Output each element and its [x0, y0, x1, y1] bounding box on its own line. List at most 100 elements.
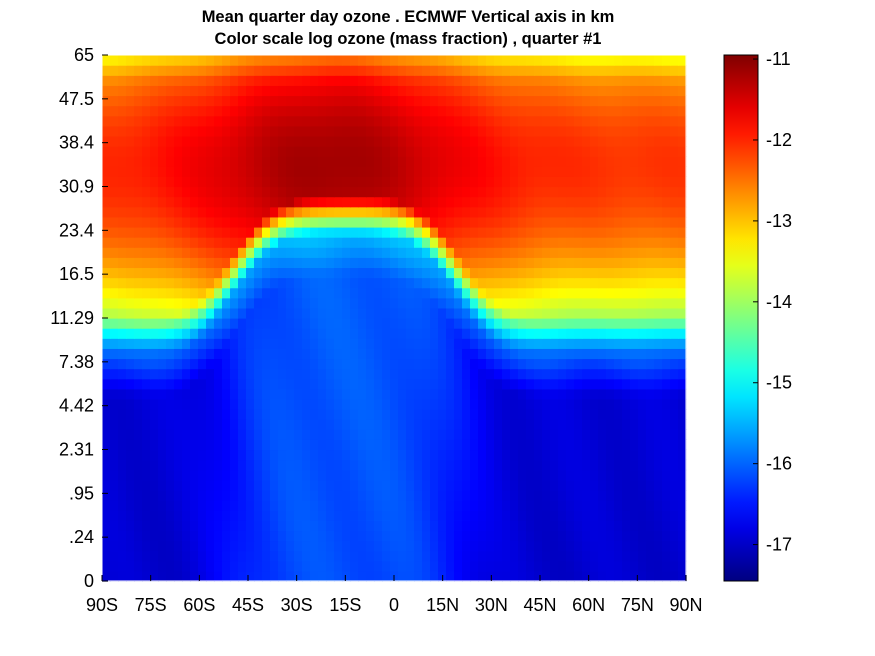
heatmap-cell	[462, 206, 471, 218]
heatmap-cell	[206, 186, 215, 198]
heatmap-cell	[222, 388, 231, 400]
heatmap-cell	[310, 105, 319, 117]
heatmap-cell	[102, 479, 111, 491]
heatmap-cell	[398, 186, 407, 198]
heatmap-cell	[126, 560, 135, 572]
heatmap-cell	[630, 550, 639, 562]
heatmap-cell	[134, 216, 143, 228]
heatmap-cell	[494, 500, 503, 511]
heatmap-cell	[534, 398, 543, 410]
heatmap-cell	[350, 500, 359, 511]
heatmap-cell	[126, 398, 135, 410]
heatmap-cell	[678, 388, 687, 400]
heatmap-cell	[198, 297, 207, 309]
heatmap-cell	[654, 500, 663, 511]
heatmap-cell	[102, 206, 111, 218]
heatmap-cell	[646, 398, 655, 410]
heatmap-cell	[398, 85, 407, 97]
heatmap-cell	[158, 409, 167, 420]
heatmap-cell	[678, 125, 687, 137]
heatmap-cell	[630, 388, 639, 400]
heatmap-cell	[582, 318, 591, 329]
heatmap-cell	[374, 459, 383, 471]
heatmap-cell	[166, 570, 175, 582]
heatmap-cell	[142, 247, 151, 258]
heatmap-cell	[438, 135, 447, 147]
y-tick-label: 30.9	[59, 177, 94, 197]
heatmap-cell	[438, 530, 447, 542]
heatmap-cell	[582, 429, 591, 440]
heatmap-cell	[638, 135, 647, 147]
heatmap-cell	[470, 560, 479, 572]
heatmap-cell	[238, 186, 247, 198]
heatmap-cell	[518, 267, 527, 279]
heatmap-cell	[678, 540, 687, 552]
heatmap-cell	[102, 348, 111, 360]
heatmap-cell	[206, 226, 215, 238]
heatmap-cell	[406, 560, 415, 572]
heatmap-cell	[646, 85, 655, 97]
heatmap-cell	[350, 368, 359, 380]
heatmap-cell	[550, 85, 559, 97]
heatmap-cell	[182, 135, 191, 147]
heatmap-cell	[182, 409, 191, 420]
heatmap-cell	[214, 398, 223, 410]
heatmap-cell	[294, 419, 303, 430]
heatmap-cell	[118, 459, 127, 471]
heatmap-cell	[470, 520, 479, 532]
heatmap-cell	[454, 277, 463, 289]
heatmap-cell	[638, 237, 647, 248]
heatmap-cell	[622, 125, 631, 137]
heatmap-cell	[446, 318, 455, 329]
heatmap-cell	[182, 530, 191, 542]
heatmap-cell	[238, 247, 247, 258]
heatmap-cell	[478, 135, 487, 147]
heatmap-cell	[150, 196, 159, 208]
heatmap-cell	[446, 85, 455, 97]
heatmap-cell	[550, 55, 559, 66]
heatmap-cell	[190, 439, 199, 451]
heatmap-cell	[510, 409, 519, 420]
heatmap-cell	[246, 287, 255, 299]
heatmap-cell	[486, 348, 495, 360]
heatmap-cell	[286, 257, 295, 269]
heatmap-cell	[614, 65, 623, 76]
heatmap-cell	[430, 226, 439, 238]
heatmap-cell	[422, 358, 431, 370]
heatmap-cell	[534, 287, 543, 299]
heatmap-cell	[158, 429, 167, 440]
heatmap-cell	[174, 530, 183, 542]
heatmap-cell	[390, 216, 399, 228]
heatmap-cell	[438, 287, 447, 299]
heatmap-cell	[614, 398, 623, 410]
heatmap-cell	[470, 146, 479, 157]
heatmap-cell	[558, 226, 567, 238]
heatmap-cell	[190, 196, 199, 208]
heatmap-cell	[446, 206, 455, 218]
heatmap-cell	[502, 550, 511, 562]
heatmap-cell	[630, 237, 639, 248]
heatmap-cell	[502, 500, 511, 511]
heatmap-cell	[318, 237, 327, 248]
heatmap-cell	[470, 409, 479, 420]
heatmap-cell	[310, 388, 319, 400]
heatmap-cell	[446, 65, 455, 76]
heatmap-cell	[310, 368, 319, 380]
heatmap-cell	[310, 115, 319, 127]
heatmap-cell	[454, 469, 463, 481]
heatmap-cell	[310, 156, 319, 167]
heatmap-cell	[566, 186, 575, 198]
heatmap-cell	[110, 489, 119, 501]
heatmap-cell	[206, 479, 215, 491]
heatmap-cell	[478, 388, 487, 400]
heatmap-cell	[134, 449, 143, 461]
heatmap-cell	[118, 85, 127, 97]
heatmap-cell	[230, 540, 239, 552]
heatmap-cell	[406, 307, 415, 319]
heatmap-cell	[622, 368, 631, 380]
heatmap-cell	[462, 419, 471, 430]
heatmap-cell	[598, 65, 607, 76]
heatmap-cell	[662, 75, 671, 86]
heatmap-cell	[622, 257, 631, 269]
